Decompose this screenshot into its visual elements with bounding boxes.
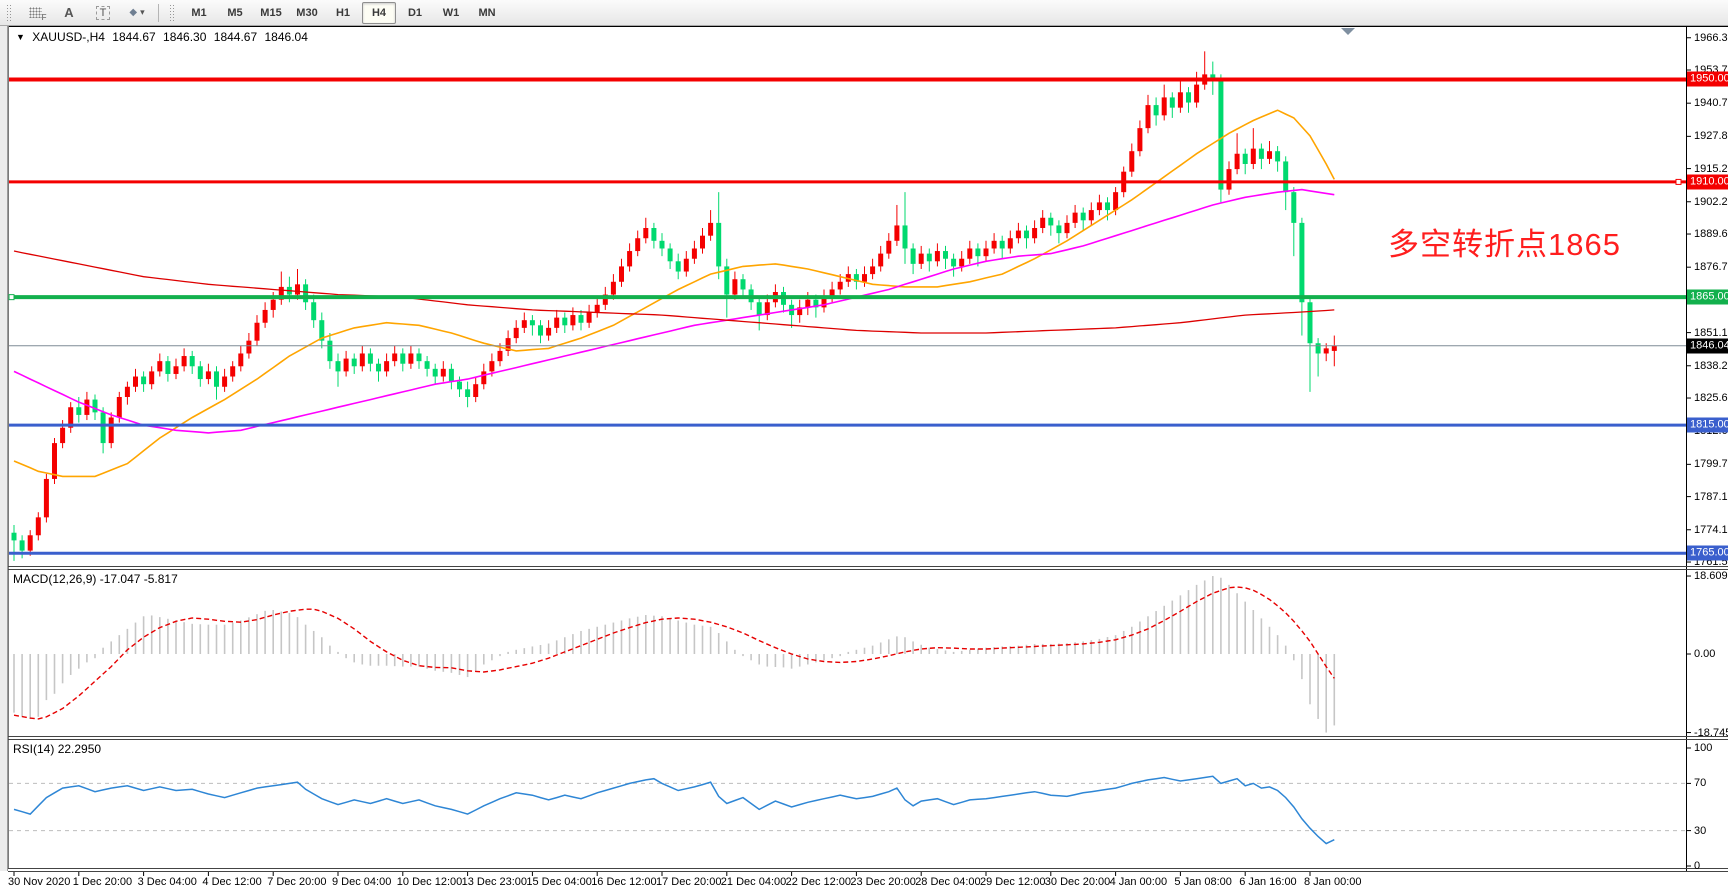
time-tick-label: 17 Dec 20:00 xyxy=(656,876,722,888)
macd-scale-tick: 18.609 xyxy=(1694,570,1728,583)
toolbar: F A T ◆ ▾ M1 M5 M15 M30 H1 H4 D1 W1 MN xyxy=(0,0,1728,26)
timeframe-button-m1[interactable]: M1 xyxy=(191,6,207,19)
time-tick-label: 3 Dec 04:00 xyxy=(137,876,197,888)
macd-title: MACD(12,26,9) xyxy=(13,572,97,586)
timeframe-grip[interactable] xyxy=(169,4,175,21)
timeframe-group: M1 M5 M15 M30 H1 H4 D1 W1 MN xyxy=(181,1,505,24)
price-level-badge: 1865.00 xyxy=(1687,289,1728,305)
symbol-period-label: XAUUSD-,H4 xyxy=(32,30,105,44)
time-tick-label: 21 Dec 04:00 xyxy=(720,876,787,888)
time-tick-label: 30 Dec 20:00 xyxy=(1044,876,1111,888)
time-tick-label: 4 Dec 12:00 xyxy=(202,876,262,888)
time-tick-label: 1 Dec 20:00 xyxy=(72,876,133,888)
time-tick-label: 23 Dec 20:00 xyxy=(850,876,916,888)
time-tick-label: 6 Jan 16:00 xyxy=(1239,876,1297,888)
time-tick-label: 7 Dec 20:00 xyxy=(267,876,327,888)
rsi-scale-tick: 100 xyxy=(1694,742,1713,754)
rsi-scale-tick: 30 xyxy=(1694,824,1707,837)
price-tick: 1902.25 xyxy=(1694,195,1728,208)
price-level-badge: 1815.00 xyxy=(1687,417,1728,433)
timeframe-button-m15[interactable]: M15 xyxy=(260,6,282,19)
time-tick-label: 13 Dec 23:00 xyxy=(461,876,528,888)
timeframe-button-h1[interactable]: H1 xyxy=(335,6,351,19)
price-level-badge: 1846.04 xyxy=(1687,338,1728,354)
price-tick: 1799.70 xyxy=(1694,458,1728,471)
font-button[interactable]: A xyxy=(52,2,86,24)
chart-annotation-text: 多空转折点1865 xyxy=(1388,227,1621,262)
timeframe-button-m5[interactable]: M5 xyxy=(227,6,243,19)
price-tick: 1915.20 xyxy=(1694,162,1728,175)
text-label-icon: T xyxy=(95,5,111,20)
rsi-scale-tick: 70 xyxy=(1694,777,1707,790)
price-tick: 1876.70 xyxy=(1694,261,1728,274)
rsi-label: RSI(14) 22.2950 xyxy=(13,742,101,756)
price-tick: 1940.75 xyxy=(1694,97,1728,110)
time-tick-label: 5 Jan 08:00 xyxy=(1174,876,1232,888)
price-tick: 1851.15 xyxy=(1694,326,1728,339)
toolbar-separator xyxy=(158,3,159,22)
chart-title: ▼ XAUUSD-,H4 1844.67 1846.30 1844.67 184… xyxy=(16,30,312,44)
font-a-icon: A xyxy=(64,5,74,20)
chevron-down-icon: ▾ xyxy=(140,7,145,17)
macd-scale-tick: -18.745 xyxy=(1694,726,1728,739)
price-level-badge: 1765.00 xyxy=(1687,545,1728,561)
quote-open: 1844.67 xyxy=(112,30,156,44)
price-tick: 1787.10 xyxy=(1694,490,1728,503)
rsi-value: 22.2950 xyxy=(57,742,102,756)
text-label-button[interactable]: T xyxy=(86,2,120,24)
timeframe-button-d1[interactable]: D1 xyxy=(407,6,423,19)
price-level-badge: 1950.00 xyxy=(1687,71,1728,87)
price-tick: 1838.20 xyxy=(1694,359,1728,372)
price-tick: 1774.15 xyxy=(1694,523,1728,536)
objects-button[interactable]: ◆ ▾ xyxy=(120,2,154,24)
timeframe-button-mn[interactable]: MN xyxy=(478,6,496,19)
time-tick-label: 29 Dec 12:00 xyxy=(980,876,1046,888)
time-tick-label: 22 Dec 12:00 xyxy=(785,876,852,888)
timeframe-button-w1[interactable]: W1 xyxy=(442,6,460,19)
window-left-edge xyxy=(0,26,8,871)
quote-close: 1846.04 xyxy=(264,30,308,44)
quote-high: 1846.30 xyxy=(163,30,207,44)
time-tick-label: 4 Jan 00:00 xyxy=(1109,876,1168,888)
time-tick-label: 30 Nov 2020 xyxy=(8,876,71,888)
symbol-grid-button[interactable]: F xyxy=(18,2,52,24)
macd-label: MACD(12,26,9) -17.047 -5.817 xyxy=(13,572,178,586)
price-tick: 1966.30 xyxy=(1694,31,1728,44)
toolbar-grip[interactable] xyxy=(6,4,12,21)
macd-values: -17.047 -5.817 xyxy=(99,572,178,586)
time-tick-label: 28 Dec 04:00 xyxy=(915,876,981,888)
price-tick: 1825.60 xyxy=(1694,392,1728,405)
symbol-grid-icon: F xyxy=(28,7,47,22)
timeframe-button-m30[interactable]: M30 xyxy=(296,6,318,19)
time-tick-label: 8 Jan 00:00 xyxy=(1304,876,1362,888)
collapse-triangle-icon[interactable]: ▼ xyxy=(16,32,25,42)
time-tick-label: 16 Dec 12:00 xyxy=(591,876,657,888)
quote-low: 1844.67 xyxy=(213,30,258,44)
objects-icon: ◆ xyxy=(129,7,138,18)
timeframe-button-h4[interactable]: H4 xyxy=(362,1,396,24)
macd-scale-tick: 0.00 xyxy=(1694,648,1716,660)
rsi-title: RSI(14) xyxy=(13,742,55,756)
price-tick: 1927.80 xyxy=(1694,130,1728,143)
price-level-badge: 1910.00 xyxy=(1687,174,1728,190)
rsi-scale-tick: 0 xyxy=(1694,860,1701,872)
time-tick-label: 10 Dec 12:00 xyxy=(396,876,463,888)
price-tick: 1889.65 xyxy=(1694,228,1728,241)
time-tick-label: 15 Dec 04:00 xyxy=(526,876,592,888)
time-tick-label: 9 Dec 04:00 xyxy=(332,876,392,888)
